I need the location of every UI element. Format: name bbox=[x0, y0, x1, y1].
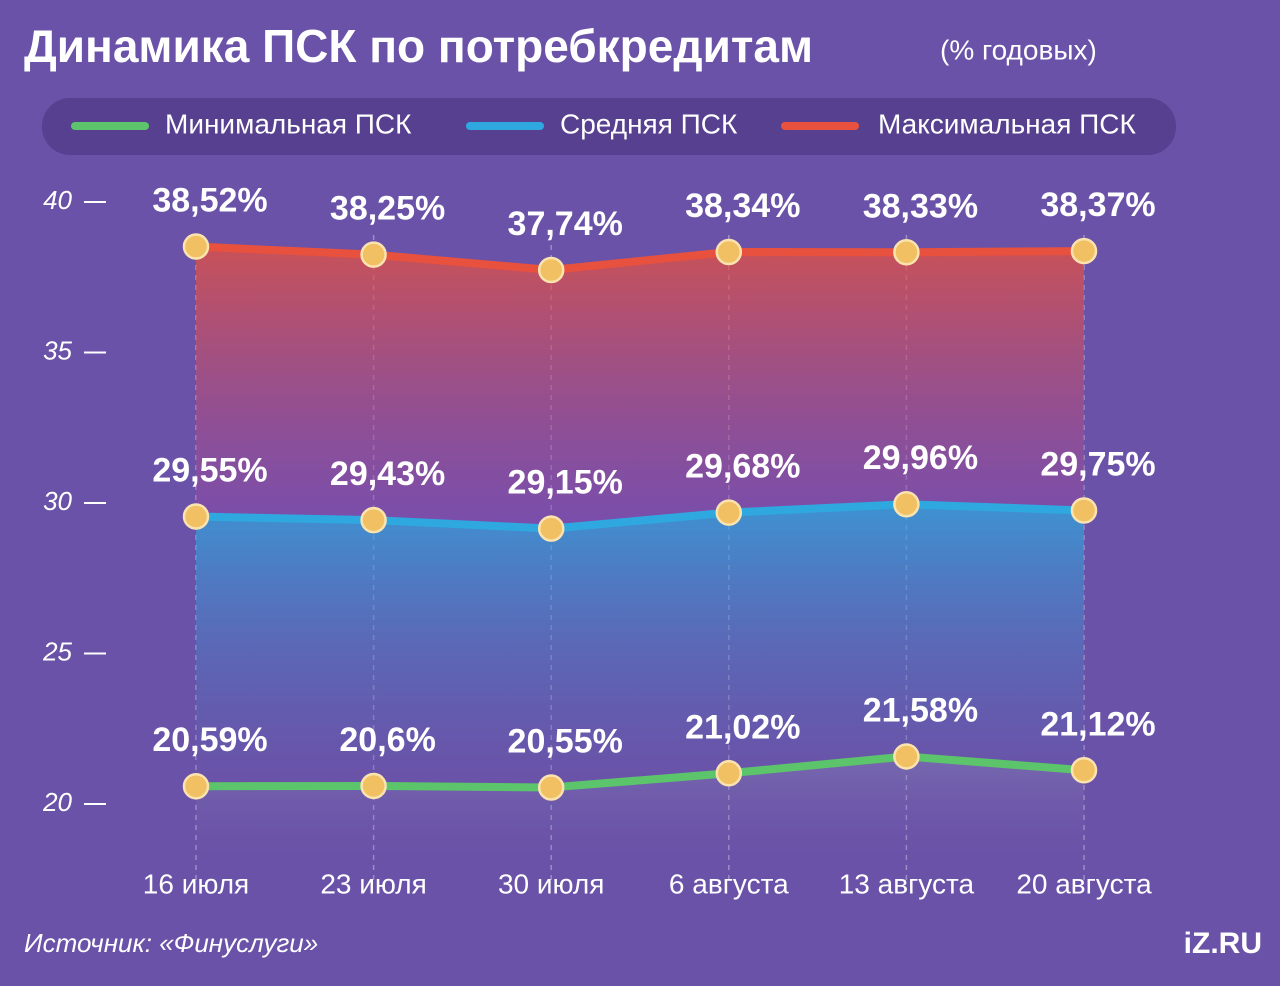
value-label: 38,25% bbox=[330, 190, 445, 228]
data-point bbox=[360, 506, 387, 534]
value-label: 29,43% bbox=[330, 455, 445, 493]
value-label: 29,15% bbox=[508, 464, 623, 502]
data-point bbox=[360, 241, 387, 268]
series-line bbox=[195, 752, 1085, 792]
x-tick-label: 20 августа bbox=[1016, 868, 1152, 899]
value-label: 21,12% bbox=[1040, 705, 1155, 743]
value-label: 38,33% bbox=[863, 187, 978, 225]
series-line bbox=[195, 500, 1085, 533]
data-point bbox=[1070, 497, 1098, 524]
data-point bbox=[537, 515, 565, 542]
x-tick-label: 30 июля bbox=[498, 868, 604, 899]
plot: 20 25 30 35 40 16 июля 23 июля 30 июля 6 августа… bbox=[42, 182, 1156, 900]
chart-title: Динамика ПСК по потребкредитам bbox=[24, 20, 813, 72]
area-fill bbox=[196, 504, 1084, 788]
value-label: 38,52% bbox=[152, 182, 267, 220]
value-label: 29,55% bbox=[152, 452, 267, 490]
data-point bbox=[537, 256, 565, 284]
data-point bbox=[360, 772, 387, 800]
data-point bbox=[893, 239, 920, 266]
data-point bbox=[715, 760, 743, 787]
x-tick-label: 13 августа bbox=[839, 868, 975, 899]
x-tick-label: 16 июля bbox=[143, 868, 249, 899]
data-point bbox=[1070, 757, 1098, 784]
y-tick-label: 40 bbox=[43, 185, 72, 215]
value-label: 29,68% bbox=[685, 448, 800, 486]
source: Источник: «Финуслуги» bbox=[24, 928, 318, 958]
data-point bbox=[537, 774, 565, 801]
value-label: 37,74% bbox=[508, 205, 623, 243]
data-point bbox=[182, 233, 210, 260]
data-point bbox=[893, 743, 920, 770]
chart-subtitle: (% годовых) bbox=[940, 34, 1097, 65]
data-point bbox=[715, 499, 743, 526]
value-label: 29,96% bbox=[863, 439, 978, 477]
x-tick-label: 23 июля bbox=[320, 868, 426, 899]
value-label: 20,59% bbox=[152, 721, 267, 759]
logo: iZ.RU bbox=[1184, 927, 1262, 960]
y-tick-label: 35 bbox=[43, 335, 72, 365]
legend-label: Максимальная ПСК bbox=[878, 108, 1136, 139]
value-label: 21,58% bbox=[863, 691, 978, 729]
data-point bbox=[182, 772, 210, 800]
y-tick-label: 25 bbox=[42, 636, 72, 666]
area-fill bbox=[196, 756, 1084, 860]
x-tick-label: 6 августа bbox=[669, 868, 789, 899]
y-tick-label: 30 bbox=[43, 486, 72, 516]
value-label: 20,6% bbox=[339, 721, 435, 759]
data-point bbox=[182, 503, 210, 530]
legend-box bbox=[42, 98, 1176, 155]
series-line bbox=[195, 242, 1085, 275]
area-fill bbox=[196, 246, 1084, 529]
value-label: 38,34% bbox=[685, 187, 800, 225]
data-point bbox=[893, 490, 920, 518]
value-label: 38,37% bbox=[1040, 186, 1155, 224]
legend-label: Средняя ПСК bbox=[560, 108, 738, 139]
data-point bbox=[715, 238, 743, 266]
data-point bbox=[1070, 237, 1098, 265]
legend-label: Минимальная ПСК bbox=[165, 108, 412, 139]
value-label: 21,02% bbox=[685, 708, 800, 746]
y-tick-label: 20 bbox=[42, 787, 72, 817]
value-label: 20,55% bbox=[508, 722, 623, 760]
value-label: 29,75% bbox=[1040, 446, 1155, 484]
